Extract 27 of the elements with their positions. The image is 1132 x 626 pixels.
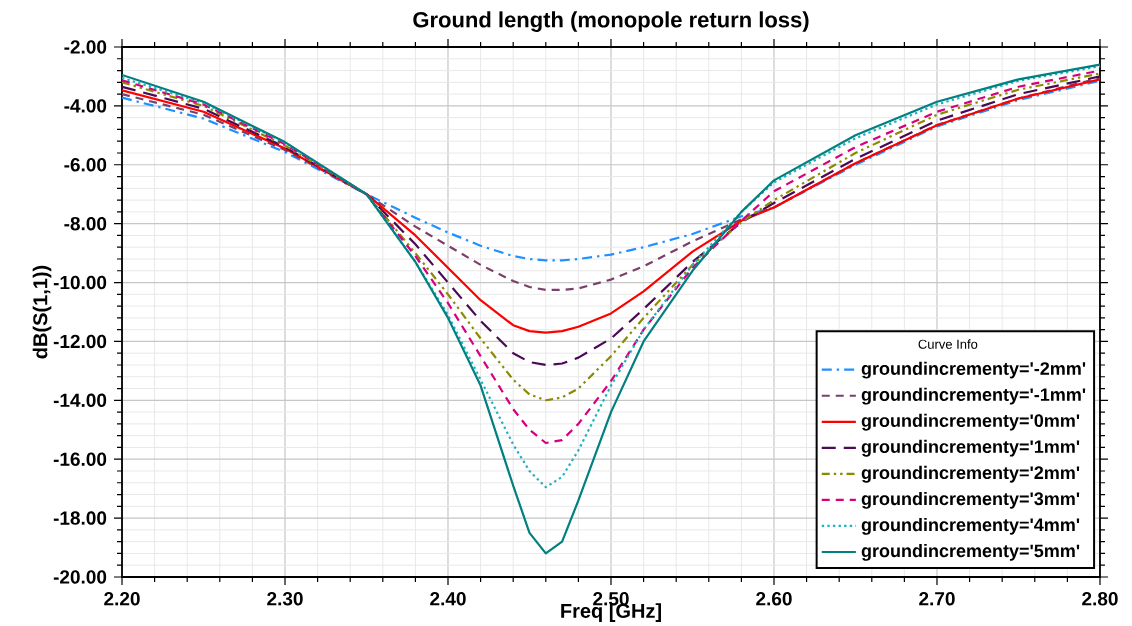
x-tick-label: 2.40: [430, 592, 466, 606]
legend-title: Curve Info: [918, 339, 978, 349]
legend-label: groundincrementy='1mm': [861, 439, 1080, 457]
x-tick-label: 2.20: [104, 592, 140, 606]
y-tick-label: -8.00: [64, 216, 107, 231]
x-tick-label: 2.60: [756, 592, 792, 606]
y-tick-label: -20.00: [53, 570, 107, 584]
legend-label: groundincrementy='2mm': [861, 465, 1080, 483]
y-axis-title: dB(S(1,1)): [32, 265, 52, 359]
x-tick-label: 2.70: [919, 592, 955, 606]
chart-title: Ground length (monopole return loss): [413, 11, 809, 32]
y-tick-label: -10.00: [53, 275, 107, 290]
y-tick-label: -14.00: [53, 393, 107, 408]
legend-label: groundincrementy='0mm': [861, 413, 1080, 431]
y-tick-label: -2.00: [64, 40, 107, 54]
legend-label: groundincrementy='3mm': [861, 491, 1080, 509]
y-tick-label: -18.00: [53, 511, 107, 525]
y-tick-label: -12.00: [53, 334, 107, 349]
legend-label: groundincrementy='-2mm': [861, 361, 1086, 379]
y-tick-label: -6.00: [64, 158, 107, 172]
x-tick-label: 2.80: [1082, 592, 1118, 606]
legend-label: groundincrementy='4mm': [861, 517, 1080, 535]
y-tick-label: -16.00: [53, 452, 107, 466]
y-tick-label: -4.00: [64, 99, 107, 113]
legend-label: groundincrementy='5mm': [861, 543, 1080, 561]
legend-label: groundincrementy='-1mm': [861, 387, 1086, 405]
x-tick-label: 2.30: [267, 592, 303, 606]
